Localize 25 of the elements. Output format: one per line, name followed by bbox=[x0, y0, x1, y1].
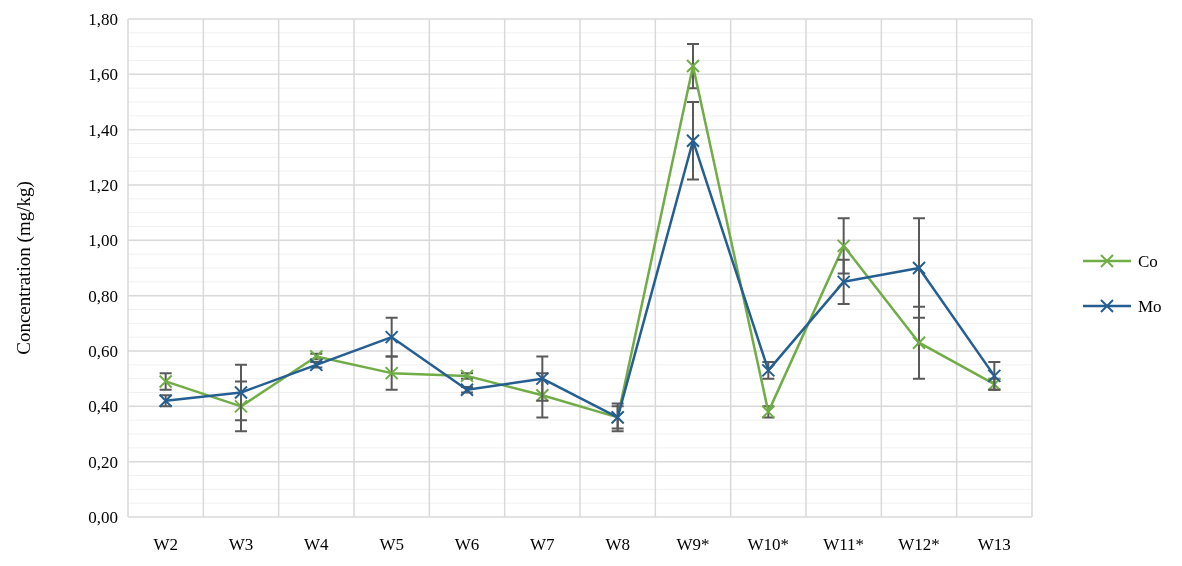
y-tick-label: 0,00 bbox=[88, 507, 118, 527]
x-tick-label: W8 bbox=[605, 535, 630, 554]
x-tick-label: W6 bbox=[454, 535, 480, 554]
x-tick-label: W10* bbox=[747, 535, 790, 554]
y-axis-title: Concentration (mg/kg) bbox=[13, 181, 35, 355]
x-tick-label: W3 bbox=[228, 535, 254, 554]
x-tick-label: W11* bbox=[823, 535, 865, 554]
y-tick-label: 1,80 bbox=[88, 9, 118, 29]
x-tick-label: W5 bbox=[379, 535, 404, 554]
x-tick-label: W12* bbox=[898, 535, 940, 554]
y-tick-label: 1,00 bbox=[88, 231, 118, 251]
x-tick-label: W2 bbox=[153, 535, 178, 554]
x-tick-label: W13 bbox=[977, 535, 1011, 554]
y-tick-label: 0,60 bbox=[88, 341, 118, 361]
y-tick-label: 1,60 bbox=[88, 65, 118, 85]
legend-label: Co bbox=[1138, 251, 1158, 271]
x-tick-label: W9* bbox=[676, 535, 710, 554]
legend-label: Mo bbox=[1138, 296, 1162, 316]
y-tick-label: 0,20 bbox=[88, 452, 118, 472]
y-tick-label: 0,80 bbox=[88, 286, 118, 306]
y-tick-label: 1,20 bbox=[88, 175, 118, 195]
x-tick-label: W4 bbox=[304, 535, 330, 554]
x-tick-label: W7 bbox=[530, 535, 556, 554]
y-tick-label: 0,40 bbox=[88, 397, 118, 417]
y-tick-label: 1,40 bbox=[88, 120, 118, 140]
